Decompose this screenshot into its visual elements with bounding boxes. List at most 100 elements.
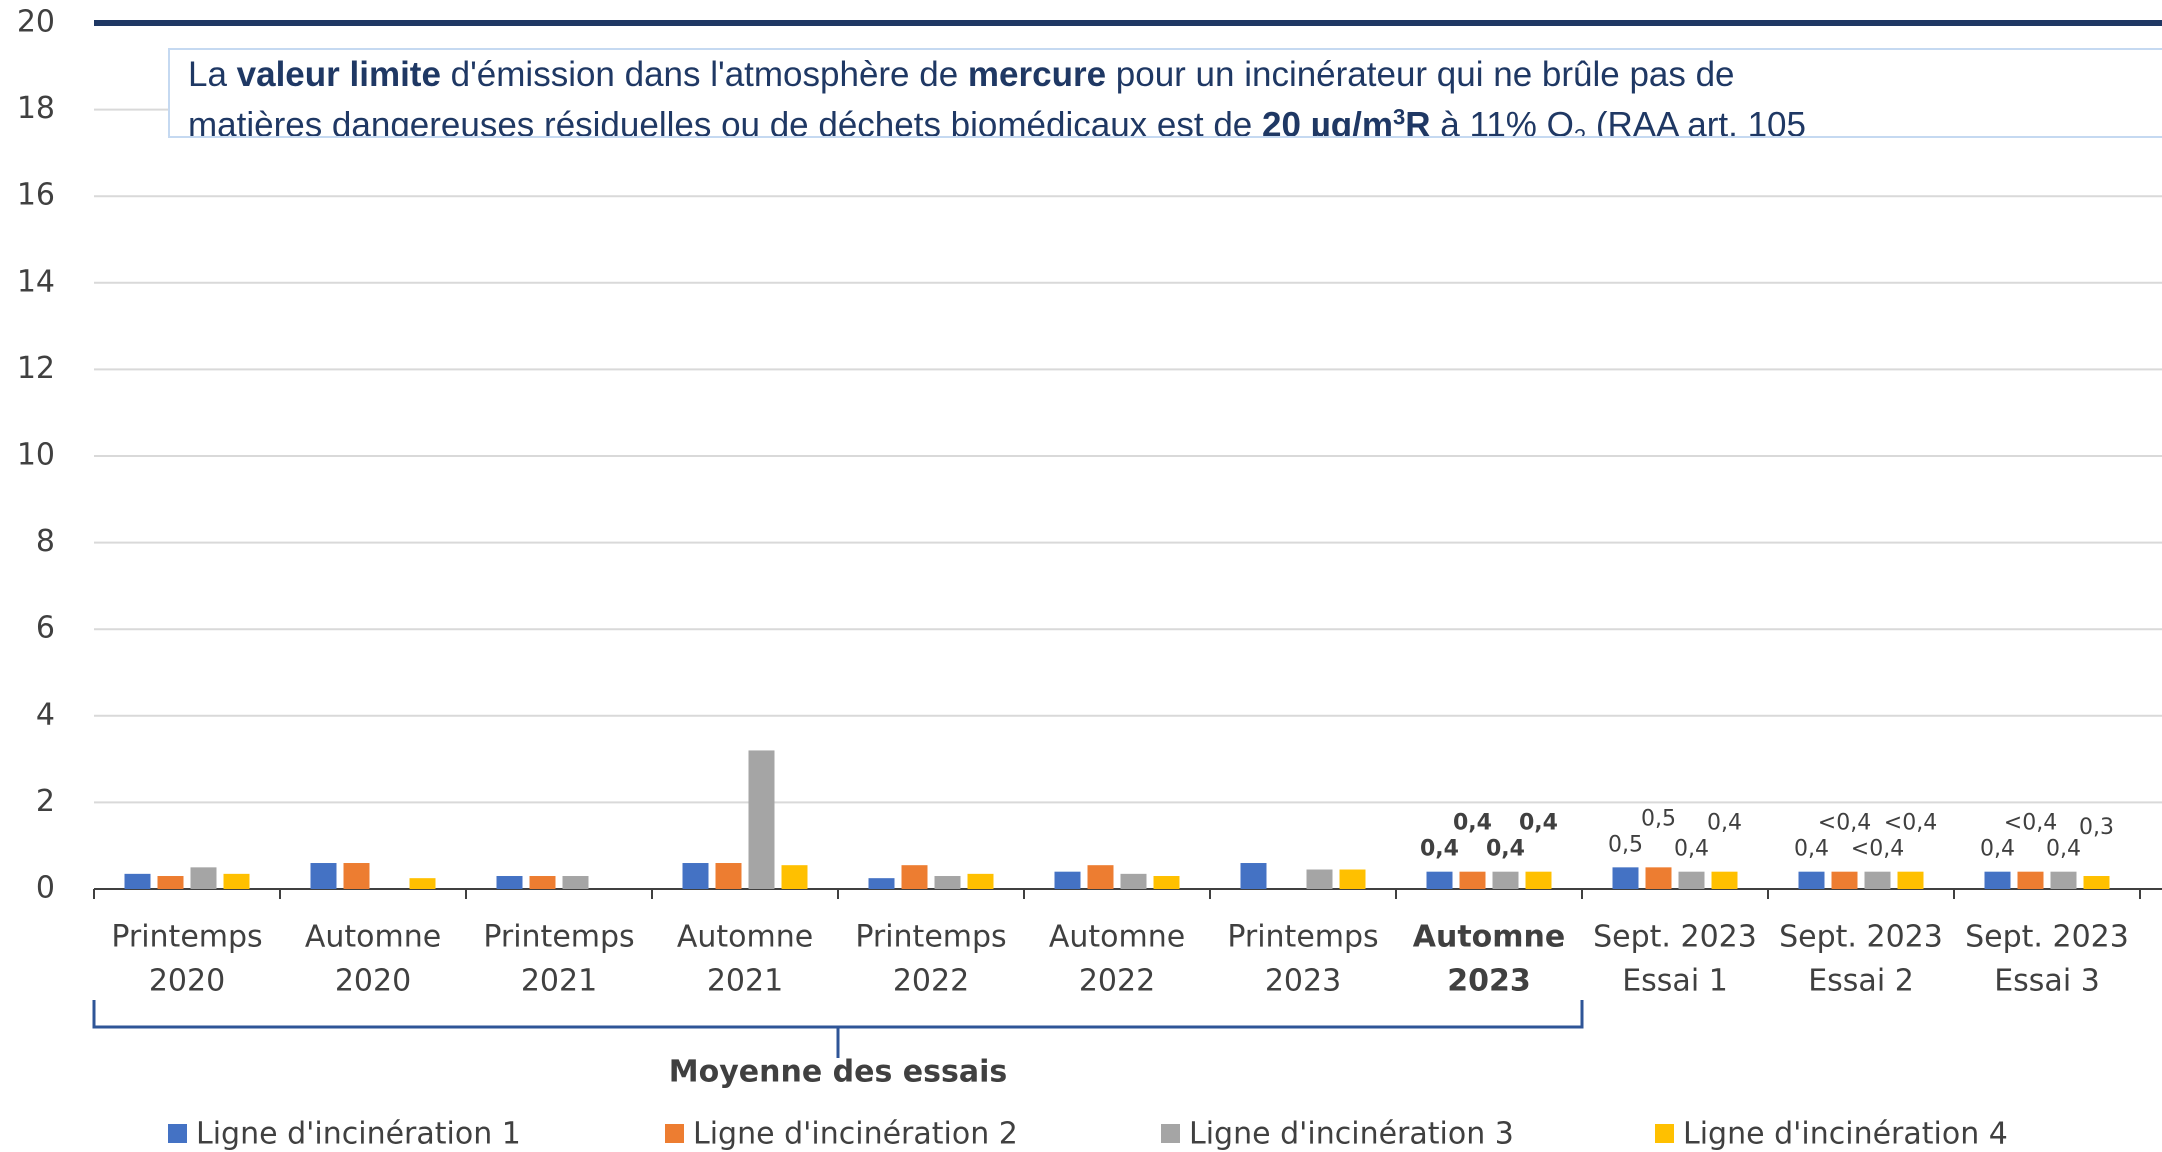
x-tick-label: Essai 1 (1622, 964, 1728, 999)
legend-label: Ligne d'incinération 3 (1189, 1117, 1514, 1152)
note-sup: 3 (1393, 104, 1406, 129)
y-tick-label: 18 (17, 91, 55, 126)
legend-label: Ligne d'incinération 2 (693, 1117, 1018, 1152)
bar (1492, 871, 1519, 889)
legend-label: Ligne d'incinération 1 (196, 1117, 521, 1152)
bar (1612, 867, 1639, 889)
value-label: <0,4 (1884, 811, 1937, 836)
x-tick-label: 2020 (149, 964, 225, 999)
y-tick-label: 4 (36, 697, 55, 732)
bar (1240, 863, 1267, 889)
bar (2083, 876, 2110, 889)
x-tick-label: 2023 (1265, 964, 1341, 999)
y-tick-label: 8 (36, 524, 55, 559)
bar (1426, 871, 1453, 889)
legend-swatch (1655, 1124, 1674, 1143)
value-label: 0,5 (1608, 832, 1643, 857)
x-tick-label: Automne (1413, 920, 1566, 955)
bar (2050, 871, 2077, 889)
note-bold: R (1405, 105, 1431, 138)
x-tick-label: 2023 (1447, 964, 1531, 999)
note-text: (RAA art. 105 (1586, 105, 1806, 138)
bar (409, 878, 436, 889)
note-text: à 11% O (1430, 105, 1574, 138)
y-tick-label: 10 (17, 438, 55, 473)
bar (901, 865, 928, 889)
x-tick-label: 2020 (335, 964, 411, 999)
value-label: <0,4 (2004, 811, 2057, 836)
bracket (92, 1000, 1584, 1058)
x-tick-label: Printemps (111, 920, 262, 955)
y-tick-label: 16 (17, 178, 55, 213)
note-bold: valeur limite (236, 55, 441, 94)
x-tick-label: Sept. 2023 (1779, 920, 1943, 955)
bar (1087, 865, 1114, 889)
x-tick-label: 2022 (1079, 964, 1155, 999)
bar (868, 878, 895, 889)
bar (1153, 876, 1180, 889)
x-tick-label: Printemps (855, 920, 1006, 955)
x-tick-label: Printemps (483, 920, 634, 955)
bar (682, 863, 709, 889)
x-tick-label: Automne (1049, 920, 1185, 955)
bar (781, 865, 808, 889)
x-tick-label: 2021 (521, 964, 597, 999)
bracket-label: Moyenne des essais (669, 1055, 1007, 1090)
x-tick-label: Sept. 2023 (1965, 920, 2129, 955)
bar (1984, 871, 2011, 889)
bar (715, 863, 742, 889)
y-tick-label: 2 (36, 784, 55, 819)
note-bold: mercure (967, 55, 1107, 94)
value-label: 0,5 (1641, 806, 1676, 831)
annotation: La valeur limite d'émission dans l'atmos… (168, 48, 2162, 138)
y-tick-label: 12 (17, 351, 55, 386)
bar (1897, 871, 1924, 889)
bar (1645, 867, 1672, 889)
bar (748, 750, 775, 889)
value-label: 0,4 (1674, 837, 1709, 862)
bar (1678, 871, 1705, 889)
legend-swatch (665, 1124, 684, 1143)
x-tick-label: 2021 (707, 964, 783, 999)
y-tick-label: 0 (36, 871, 55, 906)
note-text: d'émission dans l'atmosphère de (440, 55, 968, 94)
bar (223, 873, 250, 889)
x-tick-label: Automne (677, 920, 813, 955)
value-label: 0,4 (2046, 837, 2081, 862)
bar (343, 863, 370, 889)
value-label: 0,4 (1420, 837, 1459, 862)
value-label: 0,4 (1794, 837, 1829, 862)
value-label: 0,3 (2079, 815, 2114, 840)
note-text: La (188, 55, 237, 94)
bar (157, 876, 184, 889)
bar (310, 863, 337, 889)
bar (1864, 871, 1891, 889)
note-text: matières dangereuses résiduelles ou de d… (188, 105, 1262, 138)
note-text: pour un incinérateur qui ne brûle pas de (1106, 55, 1735, 94)
y-tick-label: 6 (36, 611, 55, 646)
x-tick-label: Essai 3 (1994, 964, 2100, 999)
bar (1120, 873, 1147, 889)
bar (2017, 871, 2044, 889)
x-tick-label: Sept. 2023 (1593, 920, 1757, 955)
note-bold: 20 µg/m (1261, 105, 1394, 138)
bar (496, 876, 523, 889)
bar (1459, 871, 1486, 889)
value-label: <0,4 (1818, 811, 1871, 836)
bar (562, 876, 589, 889)
value-label: 0,4 (1980, 837, 2015, 862)
value-label: <0,4 (1851, 837, 1904, 862)
bar (1054, 871, 1081, 889)
bar (967, 873, 994, 889)
bar (1525, 871, 1552, 889)
x-tick-label: Printemps (1227, 920, 1378, 955)
bar (190, 867, 217, 889)
y-tick-label: 20 (17, 5, 55, 40)
value-label: 0,4 (1707, 811, 1742, 836)
bar (1339, 869, 1366, 889)
bar (1831, 871, 1858, 889)
bar (1711, 871, 1738, 889)
bar (1306, 869, 1333, 889)
